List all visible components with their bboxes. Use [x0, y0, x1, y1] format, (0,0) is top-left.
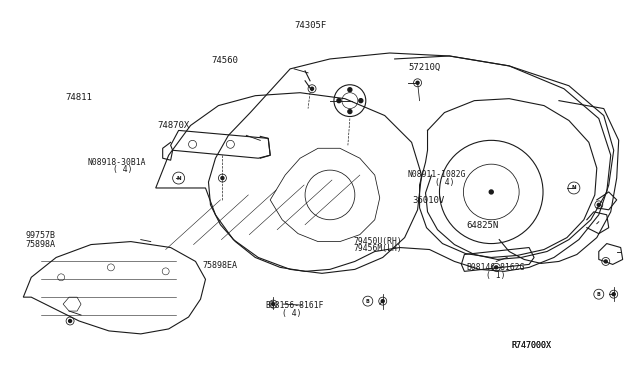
Text: N: N	[572, 186, 576, 190]
Text: ( 4): ( 4)	[113, 165, 132, 174]
Text: N08911-1082G: N08911-1082G	[408, 170, 467, 179]
Text: 36010V: 36010V	[412, 196, 445, 205]
Circle shape	[337, 99, 341, 103]
Text: 79450U(RH): 79450U(RH)	[354, 237, 403, 246]
Circle shape	[612, 293, 615, 296]
Text: 75898A: 75898A	[26, 240, 56, 249]
Text: 99757B: 99757B	[26, 231, 56, 240]
Circle shape	[348, 88, 352, 92]
Text: R747000X: R747000X	[511, 341, 551, 350]
Text: ( 1): ( 1)	[486, 271, 505, 280]
Circle shape	[416, 81, 419, 84]
Text: B08156-8161F: B08156-8161F	[266, 301, 324, 311]
Text: 79456M(LH): 79456M(LH)	[354, 244, 403, 253]
Circle shape	[381, 299, 384, 303]
Text: 74305F: 74305F	[294, 21, 327, 30]
Circle shape	[359, 99, 363, 103]
Text: B: B	[597, 292, 601, 297]
Text: 74870X: 74870X	[157, 121, 189, 129]
Text: 64825N: 64825N	[467, 221, 499, 230]
Text: ( 4): ( 4)	[435, 178, 454, 187]
Text: 57210Q: 57210Q	[408, 63, 440, 72]
Text: N: N	[176, 176, 181, 180]
Circle shape	[495, 266, 498, 269]
Circle shape	[597, 203, 600, 206]
Circle shape	[221, 177, 224, 180]
Circle shape	[68, 320, 72, 323]
Circle shape	[348, 110, 352, 113]
Circle shape	[489, 190, 493, 194]
Text: B: B	[366, 299, 370, 304]
Circle shape	[310, 87, 314, 90]
Text: N08918-30B1A: N08918-30B1A	[88, 157, 146, 167]
Text: 74560: 74560	[212, 56, 239, 65]
Text: 74811: 74811	[65, 93, 92, 102]
Text: R747000X: R747000X	[511, 341, 551, 350]
Text: ( 4): ( 4)	[282, 309, 301, 318]
Circle shape	[604, 260, 607, 263]
Text: B08146-8162G: B08146-8162G	[467, 263, 525, 272]
Circle shape	[272, 303, 275, 306]
Text: 75898EA: 75898EA	[202, 261, 237, 270]
